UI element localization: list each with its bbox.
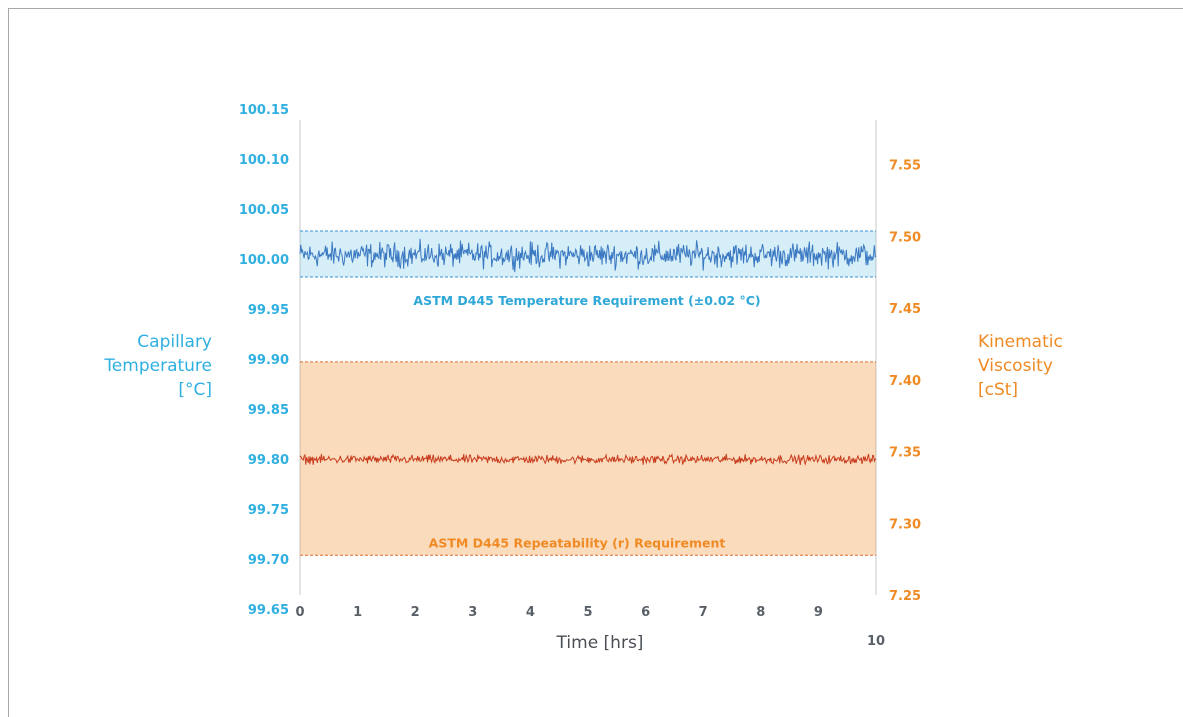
y-left-tick-label: 99.70 [248,553,289,568]
x-tick-label: 0 [295,605,304,620]
y-left-tick-label: 100.15 [239,103,289,118]
x-tick-label: 9 [814,605,823,620]
series-line-1 [299,453,877,466]
x-tick-label: 10 [867,634,885,649]
series-line-0 [299,238,877,273]
x-tick-label: 5 [583,605,592,620]
y-left-tick-label: 99.75 [248,503,289,518]
y-left-tick-label: 99.95 [248,303,289,318]
y-left-axis-title-line: Temperature [103,356,212,376]
y-left-tick-label: 100.00 [239,253,289,268]
y-left-tick-label: 99.85 [248,403,289,418]
y-left-tick-label: 99.65 [248,603,289,618]
chart-frame [8,8,1183,717]
y-right-tick-label: 7.45 [889,302,921,317]
x-tick-label: 3 [468,605,477,620]
y-right-axis-title-line: Kinematic [978,332,1063,352]
band-label-0: ASTM D445 Temperature Requirement (±0.02… [413,293,760,308]
x-tick-label: 7 [699,605,708,620]
y-left-axis-title-line: Capillary [137,332,212,352]
y-right-tick-label: 7.55 [889,159,921,174]
x-tick-label: 4 [526,605,535,620]
y-left-tick-label: 99.90 [248,353,289,368]
x-tick-label: 8 [756,605,765,620]
x-tick-label: 2 [411,605,420,620]
y-left-tick-label: 100.05 [239,203,289,218]
y-left-axis-title-line: [°C] [178,380,212,400]
y-right-tick-label: 7.25 [889,589,921,604]
y-right-tick-label: 7.40 [889,374,921,389]
y-right-tick-label: 7.35 [889,446,921,461]
y-right-tick-label: 7.30 [889,517,921,532]
y-right-tick-label: 7.50 [889,230,921,245]
band-label-1: ASTM D445 Repeatability (r) Requirement [429,535,726,550]
x-tick-label: 6 [641,605,650,620]
y-right-axis-title-line: Viscosity [978,356,1053,376]
x-axis-title: Time [hrs] [556,633,644,653]
y-right-axis-title-line: [cSt] [978,380,1018,400]
y-left-tick-label: 99.80 [248,453,289,468]
x-tick-label: 1 [353,605,362,620]
y-left-tick-label: 100.10 [239,153,289,168]
